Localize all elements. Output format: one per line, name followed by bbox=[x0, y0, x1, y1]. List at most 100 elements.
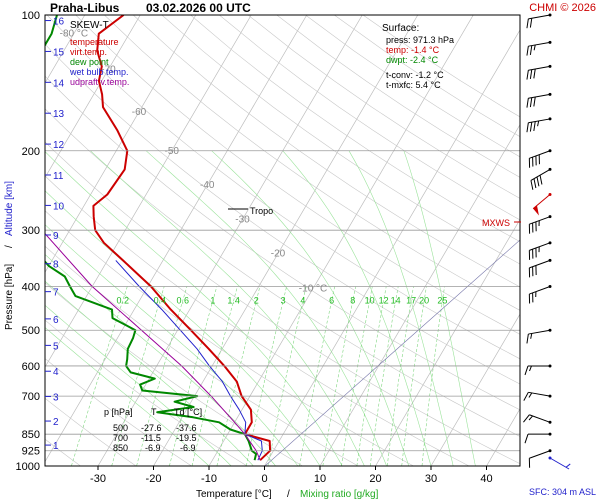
temp-tick-label: -30 bbox=[90, 473, 106, 485]
isotherm-line bbox=[45, 15, 308, 463]
wind-barb bbox=[526, 13, 552, 29]
wind-barb-full bbox=[529, 97, 533, 108]
temp-tick-label: 0 bbox=[261, 473, 267, 485]
wind-barb-full bbox=[529, 69, 533, 80]
altitude-tick-label: 15 bbox=[53, 47, 65, 58]
temp-tick-label: 10 bbox=[314, 473, 326, 485]
pressure-tick-label: 850 bbox=[22, 429, 40, 441]
surface-tconv: t-conv: -1.2 °C bbox=[386, 70, 444, 80]
wind-barb bbox=[523, 391, 552, 401]
temp-tick-label: 30 bbox=[425, 473, 437, 485]
altitude-tick-label: 4 bbox=[53, 367, 59, 378]
x-axis-title: Temperature [°C] / Mixing ratio [g/kg] bbox=[196, 489, 379, 500]
wind-barb-origin bbox=[548, 192, 552, 196]
isotherm-label: -20 bbox=[271, 249, 286, 260]
dry-adiabat-line bbox=[161, 15, 520, 265]
table-cell: -37.6 bbox=[176, 423, 197, 433]
temp-tick-label: -20 bbox=[146, 473, 162, 485]
wind-barb bbox=[523, 414, 552, 424]
wind-barb bbox=[526, 92, 552, 108]
wind-barb-half bbox=[533, 44, 536, 51]
wind-barb-origin bbox=[548, 241, 552, 245]
isotherm-line bbox=[208, 15, 474, 466]
legend: SKEW-T temperature virt.temp. dew point … bbox=[69, 20, 129, 87]
isotherm-label: -50 bbox=[165, 146, 180, 157]
x-axis-label-mixing: Mixing ratio [g/kg] bbox=[300, 489, 379, 500]
wind-barb-staff bbox=[529, 414, 551, 423]
altitude-tick-label: 9 bbox=[53, 231, 59, 242]
y-axis-title: Pressure [hPa] / Altitude [km] bbox=[4, 181, 15, 330]
isotherm-label: -80 °C bbox=[60, 29, 88, 40]
wind-barb-staff bbox=[528, 329, 551, 335]
wind-barb-full bbox=[533, 178, 537, 189]
dry-adiabat-line bbox=[46, 15, 520, 360]
altitude-tick-label: 7 bbox=[53, 288, 59, 299]
wind-barb-full bbox=[526, 70, 529, 80]
wind-barb-full bbox=[526, 333, 529, 344]
pressure-tick-label: 300 bbox=[22, 225, 40, 237]
mixing-ratio-label: 4 bbox=[300, 296, 305, 306]
legend-item-temperature: temperature bbox=[70, 37, 119, 47]
isotherm-line bbox=[153, 15, 419, 466]
wind-barb-staff bbox=[529, 286, 551, 295]
wind-barb-full bbox=[539, 175, 543, 185]
dry-adiabat-line bbox=[45, 43, 520, 385]
pressure-tick-label: 600 bbox=[22, 361, 40, 373]
wind-barb-pennant bbox=[533, 205, 539, 216]
wind-barb-staff bbox=[529, 216, 551, 225]
wind-barb-full bbox=[523, 414, 530, 423]
mixing-ratio-label: 12 bbox=[379, 296, 389, 306]
wind-barb-full bbox=[526, 98, 529, 108]
reference-line bbox=[264, 239, 520, 466]
isotherm-label: -30 bbox=[235, 214, 250, 225]
wind-barb bbox=[528, 215, 552, 234]
wind-barb bbox=[528, 241, 552, 260]
wind-barb-full bbox=[533, 121, 536, 131]
wind-barb bbox=[548, 456, 571, 470]
series-line-wet-bulb-temp bbox=[115, 260, 263, 461]
wind-barb-half bbox=[530, 333, 533, 339]
dry-adiabat-line bbox=[75, 15, 520, 335]
pressure-tick-label: 100 bbox=[22, 10, 40, 22]
wind-barb-half bbox=[529, 365, 532, 372]
wind-barb-staff bbox=[549, 457, 570, 470]
altitude-tick-label: 3 bbox=[53, 392, 59, 403]
wind-barb bbox=[528, 449, 552, 468]
series-line-dew-point bbox=[45, 15, 258, 461]
wind-barb-origin bbox=[548, 167, 552, 171]
wind-barb bbox=[524, 432, 552, 444]
table-cell: -19.5 bbox=[176, 433, 197, 443]
mixing-ratio-label: 1 bbox=[210, 296, 215, 306]
dry-adiabat-line bbox=[132, 15, 520, 288]
wind-barb bbox=[526, 64, 552, 80]
isotherm-line bbox=[375, 218, 520, 466]
wind-barb-staff bbox=[530, 168, 551, 181]
wind-barb-half bbox=[565, 463, 571, 468]
wind-barb bbox=[528, 149, 552, 168]
wind-barb bbox=[526, 117, 552, 133]
copyright: CHMI © 2026 bbox=[529, 2, 596, 14]
isotherm-line bbox=[45, 15, 197, 274]
wind-barb-staff bbox=[528, 14, 551, 20]
mixing-ratio-label: 25 bbox=[437, 296, 447, 306]
table-cell: -6.9 bbox=[180, 443, 196, 453]
wind-barb-full bbox=[524, 434, 529, 444]
wind-barb-full bbox=[524, 365, 529, 376]
dry-adiabat-line bbox=[104, 15, 520, 311]
wind-barb-staff bbox=[528, 391, 551, 397]
altitude-tick-label: 10 bbox=[53, 201, 65, 212]
wind-barb-origin bbox=[548, 328, 552, 332]
wind-barb-origin bbox=[548, 64, 552, 68]
table-cell: 850 bbox=[113, 443, 128, 453]
legend-item-virt-temp: virt.temp. bbox=[70, 47, 107, 57]
isotherm-line bbox=[45, 15, 252, 368]
wind-barb-origin bbox=[548, 149, 552, 153]
isotherm-label: -40 bbox=[200, 180, 215, 191]
surface-pressure: press: 971.3 hPa bbox=[386, 35, 454, 45]
wind-barb-staff bbox=[528, 93, 551, 99]
wind-barb-origin bbox=[548, 13, 552, 17]
altitude-tick-label: 14 bbox=[53, 78, 65, 89]
wind-barb bbox=[526, 40, 552, 56]
pressure-tick-label: 200 bbox=[22, 146, 40, 158]
